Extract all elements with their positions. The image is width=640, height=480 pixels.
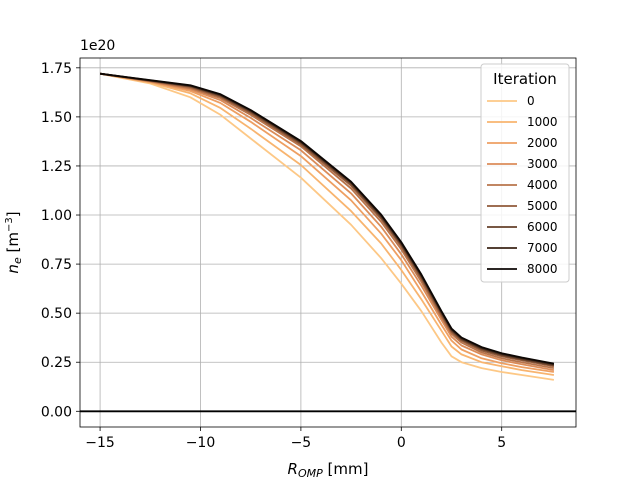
y-axis-subscript: e bbox=[11, 257, 24, 264]
series-line-4000 bbox=[99, 72, 555, 369]
x-axis-label: ROMP [mm] bbox=[288, 460, 369, 480]
legend-title: Iteration bbox=[493, 70, 557, 88]
legend-label-2000: 2000 bbox=[527, 136, 558, 150]
y-tick-label: 1.50 bbox=[41, 110, 72, 126]
y-tick-label: 1.25 bbox=[41, 159, 72, 175]
y-tick-label: 0.50 bbox=[41, 306, 72, 322]
legend-label-1000: 1000 bbox=[527, 115, 558, 129]
y-tick-label: 0.00 bbox=[41, 404, 72, 420]
y-tick-label: 0.25 bbox=[41, 355, 72, 371]
series-line-3000 bbox=[99, 72, 555, 371]
legend-label-3000: 3000 bbox=[527, 157, 558, 171]
x-axis-symbol: R bbox=[288, 460, 298, 478]
series-line-8000 bbox=[99, 72, 555, 365]
legend-label-4000: 4000 bbox=[527, 178, 558, 192]
y-tick-label: 1.75 bbox=[41, 61, 72, 77]
y-tick-label: 0.75 bbox=[41, 257, 72, 273]
legend-label-7000: 7000 bbox=[527, 241, 558, 255]
x-tick-label: −10 bbox=[186, 435, 216, 451]
x-tick-label: 5 bbox=[497, 435, 506, 451]
plot-frame bbox=[79, 57, 577, 428]
y-axis-label: ne [m−3] bbox=[4, 211, 24, 273]
x-axis-unit: [mm] bbox=[323, 460, 369, 478]
series-line-1000 bbox=[99, 72, 555, 376]
legend: Iteration 0 1000 2000 3000 4000 5000 6000 7000 8… bbox=[480, 63, 570, 283]
legend-label-6000: 6000 bbox=[527, 220, 558, 234]
x-tick-label: −15 bbox=[85, 435, 115, 451]
x-axis-subscript: OMP bbox=[298, 467, 323, 480]
x-tick-label: −5 bbox=[291, 435, 312, 451]
series-lines bbox=[99, 72, 555, 381]
y-axis-ticks: 0.00 0.25 0.50 0.75 1.00 1.25 1.50 1.75 bbox=[41, 61, 80, 420]
series-line-0 bbox=[99, 72, 555, 381]
legend-entries: 0 1000 2000 3000 4000 5000 6000 7000 8000 bbox=[487, 94, 558, 276]
x-axis-ticks: −15 −10 −5 0 5 bbox=[85, 427, 506, 451]
y-axis-symbol: n bbox=[4, 264, 22, 274]
series-line-2000 bbox=[99, 72, 555, 373]
y-axis-unit-exponent: −3 bbox=[4, 217, 15, 232]
y-axis-unit-open: [m bbox=[4, 232, 22, 257]
x-tick-label: 0 bbox=[397, 435, 406, 451]
legend-label-8000: 8000 bbox=[527, 262, 558, 276]
y-axis-unit-close: ] bbox=[4, 211, 22, 217]
y-tick-label: 1.00 bbox=[41, 208, 72, 224]
legend-label-0: 0 bbox=[527, 94, 535, 108]
y-offset-label: 1e20 bbox=[80, 38, 115, 54]
legend-label-5000: 5000 bbox=[527, 199, 558, 213]
